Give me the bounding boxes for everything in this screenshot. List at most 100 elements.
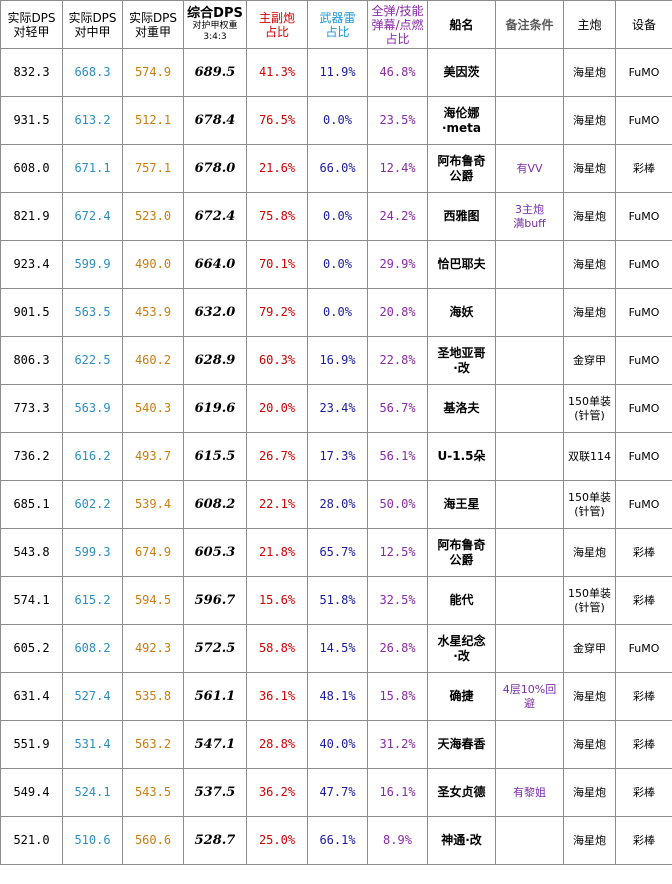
cell-other-share: 16.1% [367, 768, 428, 817]
table-row: 608.0 671.1 757.1 678.0 21.6% 66.0% 12.4% 阿布鲁奇 … [0, 144, 672, 193]
cell-heavy-dps: 490.0 [122, 240, 184, 289]
table-row: 605.2 608.2 492.3 572.5 58.8% 14.5% 26.8% 水星纪念 … [0, 624, 672, 673]
cell-torpedo-share: 66.0% [307, 144, 368, 193]
cell-main-gun: 海星炮 [563, 528, 616, 577]
cell-combined-dps: 689.5 [183, 48, 247, 97]
cell-other-share: 29.9% [367, 240, 428, 289]
cell-note [495, 288, 564, 337]
cell-equipment: 彩棒 [615, 672, 672, 721]
cell-equipment: FuMO [615, 288, 672, 337]
cell-main-gun-share: 20.0% [246, 384, 308, 433]
cell-light-dps: 821.9 [0, 192, 63, 241]
cell-combined-dps: 615.5 [183, 432, 247, 481]
cell-equipment: 彩棒 [615, 144, 672, 193]
cell-other-share: 8.9% [367, 816, 428, 865]
cell-main-gun: 金穿甲 [563, 336, 616, 385]
cell-ship-name: 阿布鲁奇 公爵 [427, 528, 496, 577]
cell-other-share: 20.8% [367, 288, 428, 337]
cell-main-gun-share: 21.6% [246, 144, 308, 193]
cell-torpedo-share: 51.8% [307, 576, 368, 625]
cell-other-share: 22.8% [367, 336, 428, 385]
cell-equipment: FuMO [615, 96, 672, 145]
cell-other-share: 12.4% [367, 144, 428, 193]
cell-medium-dps: 602.2 [62, 480, 123, 529]
cell-note [495, 624, 564, 673]
table-row: 685.1 602.2 539.4 608.2 22.1% 28.0% 50.0% 海王星 15… [0, 480, 672, 529]
table-row: 806.3 622.5 460.2 628.9 60.3% 16.9% 22.8% 圣地亚哥 … [0, 336, 672, 385]
cell-main-gun-share: 79.2% [246, 288, 308, 337]
table-row: 543.8 599.3 674.9 605.3 21.8% 65.7% 12.5% 阿布鲁奇 … [0, 528, 672, 577]
header-combined-dps: 综合DPS 对护甲权重 3:4:3 [183, 0, 247, 49]
cell-torpedo-share: 0.0% [307, 288, 368, 337]
cell-main-gun: 双联114 [563, 432, 616, 481]
cell-light-dps: 931.5 [0, 96, 63, 145]
table-row: 821.9 672.4 523.0 672.4 75.8% 0.0% 24.2% 西雅图 3主炮… [0, 192, 672, 241]
cell-ship-name: 水星纪念 ·改 [427, 624, 496, 673]
cell-main-gun-share: 28.8% [246, 720, 308, 769]
cell-main-gun-share: 41.3% [246, 48, 308, 97]
cell-main-gun: 150单装 (针管) [563, 384, 616, 433]
cell-medium-dps: 616.2 [62, 432, 123, 481]
cell-light-dps: 832.3 [0, 48, 63, 97]
cell-main-gun: 海星炮 [563, 144, 616, 193]
table-row: 923.4 599.9 490.0 664.0 70.1% 0.0% 29.9% 恰巴耶夫 海星… [0, 240, 672, 289]
cell-heavy-dps: 453.9 [122, 288, 184, 337]
cell-equipment: FuMO [615, 432, 672, 481]
cell-ship-name: 能代 [427, 576, 496, 625]
header-main-gun: 主炮 [563, 0, 616, 49]
cell-note [495, 384, 564, 433]
cell-equipment: FuMO [615, 480, 672, 529]
cell-torpedo-share: 14.5% [307, 624, 368, 673]
cell-other-share: 50.0% [367, 480, 428, 529]
cell-medium-dps: 608.2 [62, 624, 123, 673]
cell-main-gun-share: 36.1% [246, 672, 308, 721]
cell-main-gun: 海星炮 [563, 48, 616, 97]
cell-note [495, 432, 564, 481]
cell-combined-dps: 547.1 [183, 720, 247, 769]
cell-light-dps: 608.0 [0, 144, 63, 193]
cell-light-dps: 806.3 [0, 336, 63, 385]
cell-ship-name: 天海春香 [427, 720, 496, 769]
cell-medium-dps: 599.9 [62, 240, 123, 289]
cell-medium-dps: 668.3 [62, 48, 123, 97]
cell-medium-dps: 615.2 [62, 576, 123, 625]
cell-torpedo-share: 0.0% [307, 192, 368, 241]
cell-main-gun: 150单装 (针管) [563, 576, 616, 625]
cell-combined-dps: 537.5 [183, 768, 247, 817]
cell-main-gun: 海星炮 [563, 96, 616, 145]
cell-medium-dps: 527.4 [62, 672, 123, 721]
cell-ship-name: 西雅图 [427, 192, 496, 241]
cell-other-share: 46.8% [367, 48, 428, 97]
cell-main-gun-share: 75.8% [246, 192, 308, 241]
cell-light-dps: 923.4 [0, 240, 63, 289]
cell-ship-name: 恰巴耶夫 [427, 240, 496, 289]
cell-note [495, 336, 564, 385]
cell-note [495, 816, 564, 865]
table-row: 521.0 510.6 560.6 528.7 25.0% 66.1% 8.9% 神通·改 海星… [0, 816, 672, 865]
table-row: 736.2 616.2 493.7 615.5 26.7% 17.3% 56.1% U-1.5… [0, 432, 672, 481]
cell-heavy-dps: 539.4 [122, 480, 184, 529]
cell-main-gun-share: 58.8% [246, 624, 308, 673]
cell-heavy-dps: 560.6 [122, 816, 184, 865]
cell-main-gun-share: 21.8% [246, 528, 308, 577]
cell-light-dps: 901.5 [0, 288, 63, 337]
cell-heavy-dps: 563.2 [122, 720, 184, 769]
header-light-armor: 实际DPS 对轻甲 [0, 0, 63, 49]
cell-note: 有黎姐 [495, 768, 564, 817]
cell-medium-dps: 563.5 [62, 288, 123, 337]
cell-combined-dps: 628.9 [183, 336, 247, 385]
cell-medium-dps: 531.4 [62, 720, 123, 769]
header-heavy-armor: 实际DPS 对重甲 [122, 0, 184, 49]
cell-equipment: FuMO [615, 624, 672, 673]
cell-medium-dps: 563.9 [62, 384, 123, 433]
cell-equipment: FuMO [615, 336, 672, 385]
cell-heavy-dps: 492.3 [122, 624, 184, 673]
cell-combined-dps: 596.7 [183, 576, 247, 625]
cell-torpedo-share: 28.0% [307, 480, 368, 529]
cell-note [495, 576, 564, 625]
cell-light-dps: 549.4 [0, 768, 63, 817]
cell-heavy-dps: 540.3 [122, 384, 184, 433]
cell-combined-dps: 561.1 [183, 672, 247, 721]
cell-note [495, 96, 564, 145]
cell-equipment: FuMO [615, 384, 672, 433]
